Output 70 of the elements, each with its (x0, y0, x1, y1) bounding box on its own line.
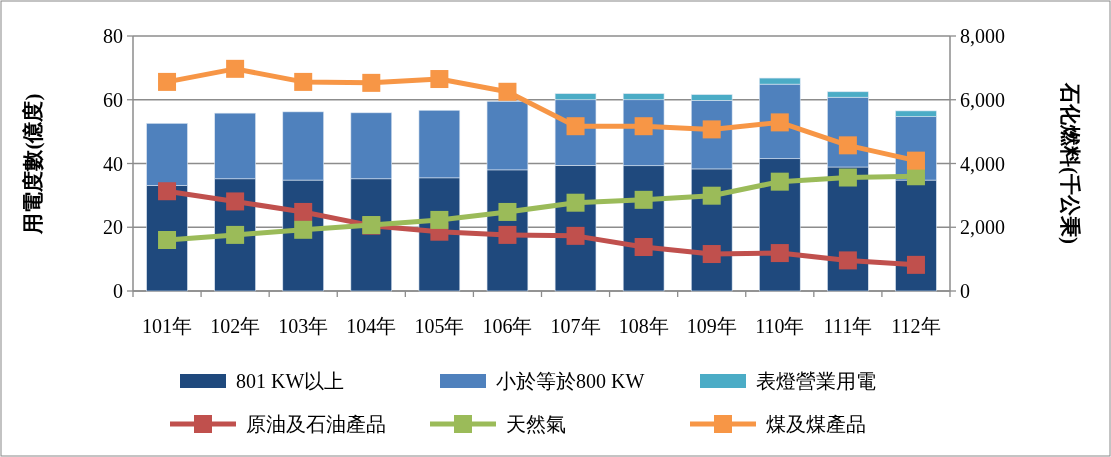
point (702, 245, 721, 264)
y2-tick-label: 0 (960, 280, 970, 302)
y-tick-label: 80 (103, 25, 123, 47)
legend-label: 小於等於800 KW (496, 370, 645, 392)
point (498, 82, 517, 101)
bar (554, 93, 597, 101)
point (838, 136, 857, 155)
point (498, 225, 517, 244)
point (770, 172, 789, 191)
bar (895, 110, 937, 117)
bar (418, 109, 461, 179)
point (566, 193, 585, 212)
legend-label: 原油及石油產品 (246, 413, 386, 435)
legend-label: 801 KW以上 (236, 370, 345, 392)
x-tick-label: 108年 (618, 315, 669, 337)
bar (622, 93, 665, 101)
legend-label: 天然氣 (506, 413, 566, 435)
bar (827, 91, 869, 98)
point (158, 182, 177, 201)
y2-tick-label: 4,000 (960, 152, 1005, 175)
y2-tick-label: 6,000 (960, 88, 1005, 111)
point (294, 202, 313, 221)
point (158, 231, 177, 249)
x-tick-label: 109年 (686, 315, 737, 337)
point (158, 72, 177, 91)
bar (214, 112, 256, 180)
point (294, 220, 313, 239)
point (430, 210, 449, 229)
x-tick-label: 102年 (210, 315, 261, 337)
y2-tick-label: 8,000 (960, 25, 1005, 47)
point (226, 59, 245, 78)
y-tick-label: 20 (103, 216, 123, 239)
point (634, 238, 653, 257)
x-tick-label: 104年 (346, 315, 397, 337)
point (226, 192, 245, 211)
y2-tick-label: 2,000 (960, 216, 1005, 239)
legend-label: 煤及煤產品 (766, 413, 866, 435)
y2-axis-title: 石化燃料(千公秉) (1058, 82, 1082, 244)
x-tick-label: 111年 (823, 315, 873, 337)
point (906, 255, 925, 274)
point (362, 73, 381, 92)
y-axis-title: 用電度數(億度) (21, 93, 45, 235)
point (838, 251, 857, 270)
point (430, 70, 449, 89)
bar (282, 111, 324, 181)
legend-label: 表燈營業用電 (756, 370, 876, 392)
point (770, 244, 789, 263)
point (566, 226, 585, 245)
bar (350, 112, 393, 180)
bar (690, 94, 733, 101)
bar (146, 123, 188, 186)
x-tick-label: 105年 (414, 315, 465, 337)
y-tick-label: 40 (103, 152, 123, 175)
point (498, 202, 517, 221)
x-tick-label: 103年 (278, 315, 329, 337)
point (294, 72, 313, 91)
bar (486, 101, 529, 171)
y-tick-label: 0 (113, 280, 123, 302)
x-tick-label: 101年 (142, 315, 193, 337)
point (226, 225, 245, 244)
x-tick-label: 107年 (550, 315, 601, 337)
point (634, 190, 653, 209)
point (838, 168, 857, 187)
y-tick-label: 60 (103, 88, 123, 111)
x-tick-label: 112年 (891, 315, 941, 337)
bar (759, 77, 801, 85)
point (906, 151, 925, 170)
point (702, 186, 721, 205)
x-tick-label: 106年 (482, 315, 533, 337)
x-tick-label: 110年 (755, 315, 805, 337)
